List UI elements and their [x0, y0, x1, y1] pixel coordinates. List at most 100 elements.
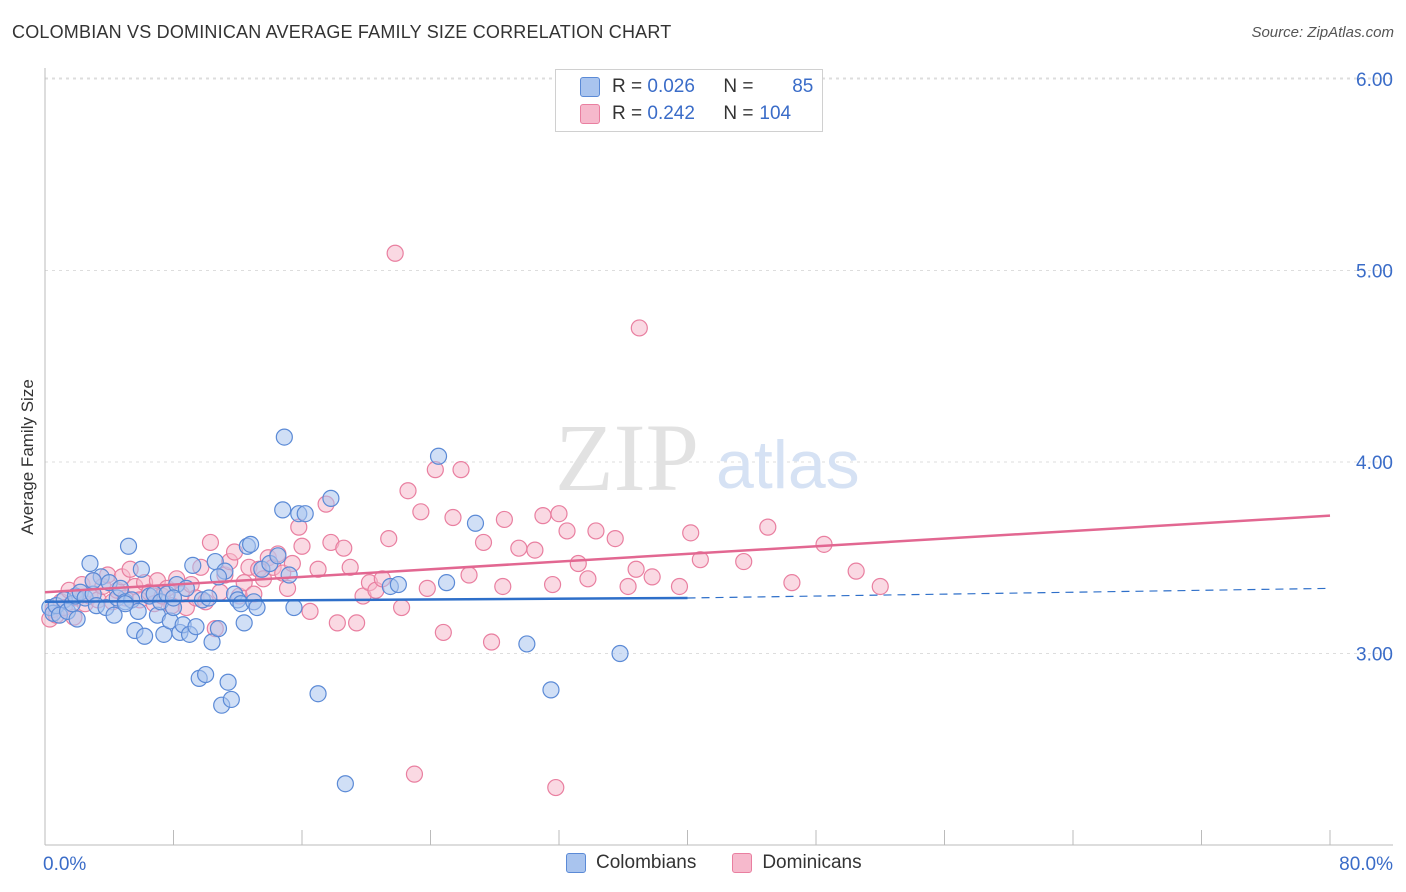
chart-title: COLOMBIAN VS DOMINICAN AVERAGE FAMILY SI…: [12, 22, 672, 42]
dominicans-points: [41, 244, 889, 797]
legend-r-label: R =: [612, 76, 648, 97]
y-tick-label: 3.00: [1356, 645, 1393, 666]
dominicans-point: [335, 539, 353, 557]
dominicans-point: [526, 541, 544, 559]
colombians-swatch: [566, 853, 586, 873]
dominicans-point: [405, 765, 424, 783]
dominicans-point: [309, 560, 327, 578]
dominicans-point: [482, 633, 501, 651]
dominicans-point: [682, 524, 700, 542]
dominicans-point: [301, 602, 319, 620]
legend-n-label: N =: [723, 76, 759, 97]
watermark: ZIP atlas: [555, 404, 860, 511]
dominicans-point: [783, 574, 801, 592]
colombians-point: [296, 505, 314, 523]
legend-n-value: 104: [759, 103, 792, 124]
dominicans-point: [386, 244, 404, 262]
dominicans-point: [587, 522, 605, 540]
colombians-trend-extension: [687, 587, 1331, 599]
colombians-point: [81, 554, 99, 573]
legend-r-label: R =: [612, 103, 648, 124]
dominicans-point: [547, 778, 565, 797]
colombians-point: [116, 595, 134, 613]
dominicans-point: [558, 522, 576, 540]
colombians-point: [68, 610, 86, 628]
dominicans-point: [328, 614, 346, 632]
colombians-point: [132, 560, 150, 578]
dominicans-point: [735, 552, 753, 571]
dominicans-point: [847, 562, 865, 580]
dominicans-point: [643, 568, 661, 586]
dominicans-point: [619, 577, 637, 596]
colombians-point: [542, 681, 560, 699]
bottom-legend: Colombians Dominicans: [566, 852, 898, 874]
legend-n-label: N =: [723, 103, 759, 124]
watermark-zip: ZIP: [555, 404, 699, 511]
dominicans-point: [579, 570, 597, 588]
y-tick-label: 6.00: [1356, 70, 1393, 91]
watermark-atlas: atlas: [716, 427, 860, 503]
colombians-point: [466, 514, 485, 532]
dominicans-point: [494, 577, 512, 596]
legend-r-value: 0.242: [647, 103, 695, 124]
colombians-point: [280, 566, 298, 584]
legend-n-value: 85: [792, 76, 814, 97]
dominicans-swatch: [732, 853, 753, 873]
colombians-point: [187, 618, 205, 636]
dominicans-point: [201, 533, 220, 552]
colombians-point: [200, 589, 218, 607]
dominicans-point: [348, 614, 366, 632]
dominicans-point: [534, 507, 552, 525]
colombians-point: [222, 690, 240, 709]
legend-row-colombians: R = 0.026 N = 85: [580, 75, 813, 99]
colombians-point: [209, 620, 228, 638]
dominicans-point: [341, 558, 359, 576]
dominicans-point: [380, 529, 398, 548]
colombians-point: [84, 572, 102, 590]
colombians-points: [41, 428, 629, 793]
colombians-point: [105, 606, 123, 624]
y-tick-label: 4.00: [1356, 453, 1393, 474]
legend-row-dominicans: R = 0.242 N = 104: [580, 102, 799, 126]
colombians-point: [322, 489, 340, 507]
dominicans-point: [871, 577, 889, 596]
tick-labels: 3.00 4.00 5.00 6.00 0.0% 80.0%: [43, 70, 1393, 875]
dominicans-point: [543, 575, 562, 594]
dominicans-point: [759, 518, 777, 536]
legend: R = 0.026 N = 85 R = 0.242 N = 104: [555, 69, 823, 132]
bottom-legend-label: Dominicans: [762, 852, 862, 873]
colombians-point: [518, 635, 536, 653]
colombians-point: [129, 602, 147, 620]
colombians-point: [437, 574, 456, 592]
dominicans-point: [474, 533, 493, 552]
dominicans-point: [510, 539, 528, 557]
x-tick-label: 0.0%: [43, 854, 86, 875]
colombians-point: [269, 547, 287, 565]
colombians-point: [164, 589, 183, 607]
colombians-point: [135, 627, 154, 645]
bottom-legend-label: Colombians: [596, 852, 697, 873]
axes: [44, 68, 1393, 846]
colombians-point: [389, 575, 407, 594]
colombians-trend-line: [44, 596, 688, 604]
legend-r-value: 0.026: [647, 76, 695, 97]
y-axis-label: Average Family Size: [18, 379, 37, 535]
colombians-point: [219, 673, 237, 691]
dominicans-point: [452, 461, 470, 479]
dominicans-point: [412, 503, 430, 521]
colombians-point: [197, 665, 215, 684]
dominicans-point: [550, 505, 568, 523]
dominicans-point: [399, 482, 417, 500]
dominicans-point: [670, 577, 689, 596]
dominicans-point: [606, 529, 624, 548]
colombians-point: [119, 537, 138, 555]
dominicans-point: [627, 560, 645, 578]
colombians-point: [429, 447, 448, 465]
x-tick-label: 80.0%: [1339, 854, 1393, 875]
source-label: Source: ZipAtlas.com: [1251, 24, 1394, 41]
dominicans-point: [495, 510, 513, 529]
y-tick-label: 5.00: [1356, 262, 1393, 283]
bottom-legend-dominicans: Dominicans: [732, 852, 862, 874]
colombians-point: [248, 598, 266, 617]
